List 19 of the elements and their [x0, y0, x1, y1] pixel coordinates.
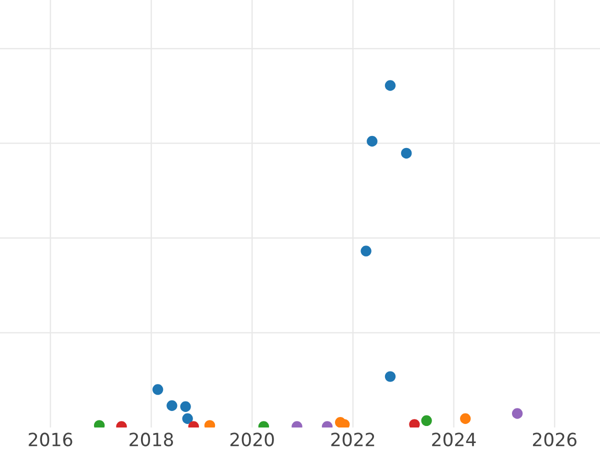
- x-tick-label: 2024: [432, 432, 476, 446]
- x-tick-label: 2016: [28, 432, 72, 446]
- x-tick-label: 2022: [331, 432, 374, 446]
- point: [401, 148, 412, 159]
- point: [512, 408, 523, 419]
- point: [360, 246, 372, 256]
- x-tick-label: 2018: [130, 432, 173, 446]
- x-tick-label: 2026: [532, 432, 576, 446]
- point: [166, 400, 178, 411]
- point: [384, 371, 396, 382]
- point: [366, 136, 378, 147]
- x-tick-label: 2020: [230, 432, 274, 446]
- point: [409, 419, 420, 428]
- point: [182, 413, 193, 424]
- point: [460, 413, 471, 424]
- point: [152, 384, 164, 395]
- point: [421, 415, 432, 426]
- point: [180, 401, 191, 412]
- point: [384, 80, 396, 91]
